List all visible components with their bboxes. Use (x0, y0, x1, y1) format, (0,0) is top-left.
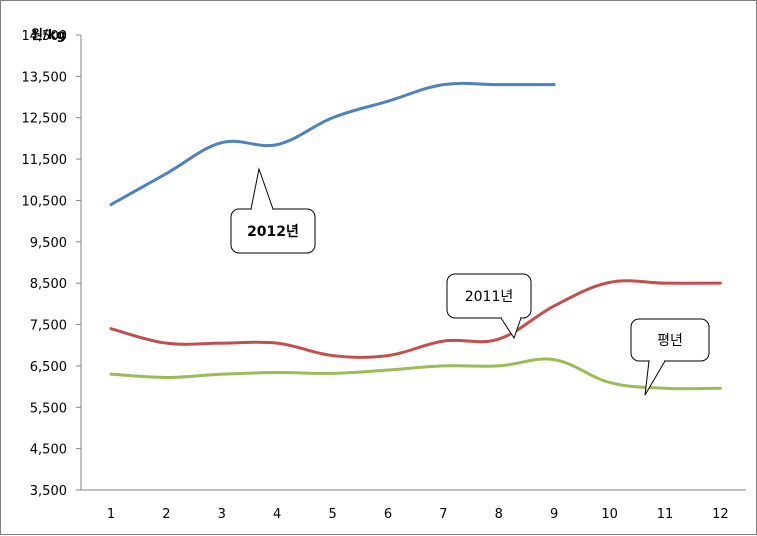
x-tick-label: 1 (107, 507, 115, 522)
y-tick-label: 7,500 (30, 319, 67, 334)
x-tick-label: 6 (384, 507, 392, 522)
callout-pointer (500, 317, 522, 340)
x-tick-label: 3 (218, 507, 226, 522)
series-line-2011 (109, 279, 722, 359)
callout-pointer (644, 360, 666, 396)
x-tick-label: 9 (550, 507, 558, 522)
y-tick-label: 5,500 (30, 401, 67, 416)
x-axis-ticks: 1 2 3 4 5 6 7 8 9 10 11 12 (107, 507, 729, 522)
x-tick-label: 12 (712, 507, 729, 522)
callout-label: 평년 (657, 333, 683, 349)
callout-box (630, 318, 710, 362)
x-tick-label: 7 (439, 507, 447, 522)
y-tick-label: 12,500 (22, 112, 68, 127)
series-line-2012 (109, 81, 556, 207)
series-line-average (109, 357, 722, 391)
x-tick-label: 11 (657, 507, 674, 522)
y-axis-ticks: 14,500 13,500 12,500 11,500 10,500 9,500 8,500… (22, 29, 81, 499)
callout-label: 2011년 (465, 289, 514, 305)
y-tick-label: 3,500 (30, 484, 67, 499)
y-tick-label: 4,500 (30, 443, 67, 458)
x-tick-label: 2 (162, 507, 170, 522)
callout-pointer (250, 167, 274, 210)
x-tick-label: 4 (273, 507, 281, 522)
y-axis-unit-label: 원/kg (31, 28, 66, 43)
y-tick-label: 11,500 (22, 153, 68, 168)
y-tick-label: 14,500 (22, 29, 68, 44)
callout-box (446, 273, 532, 319)
x-tick-label: 8 (495, 507, 503, 522)
y-tick-label: 8,500 (30, 277, 67, 292)
x-tick-label: 10 (601, 507, 618, 522)
series-lines (109, 81, 722, 391)
y-tick-label: 13,500 (22, 70, 68, 85)
callout-2011: 2011년 (446, 273, 532, 340)
x-tick-label: 5 (328, 507, 336, 522)
y-tick-label: 6,500 (30, 360, 67, 375)
callout-label: 2012년 (247, 224, 299, 240)
y-tick-label: 9,500 (30, 236, 67, 251)
y-tick-label: 10,500 (22, 194, 68, 209)
callout-average: 평년 (630, 318, 710, 396)
callout-2012: 2012년 (230, 167, 316, 254)
